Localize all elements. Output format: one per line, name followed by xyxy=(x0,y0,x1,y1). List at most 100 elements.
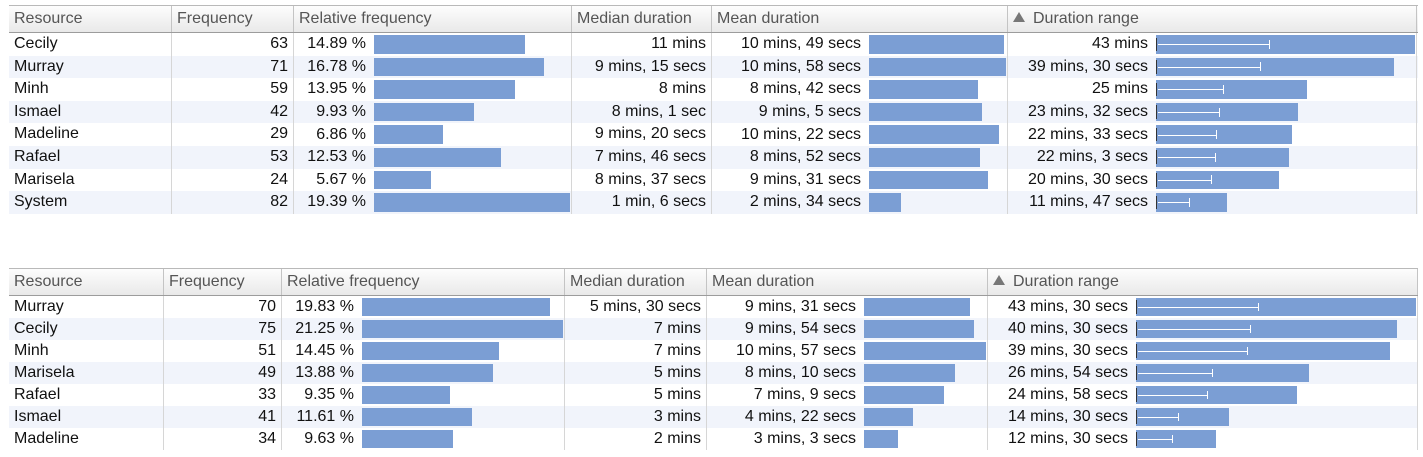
column-header-mean-duration[interactable]: Mean duration xyxy=(712,6,1008,32)
cell-frequency: 49 xyxy=(164,362,282,384)
table-row[interactable]: System 82 19.39 % 1 min, 6 secs 2 mins, 34 s… xyxy=(9,191,1418,214)
table-row[interactable]: Cecily 75 21.25 % 7 mins 9 mins, 54 secs 40 m… xyxy=(9,318,1418,340)
column-header-median-duration[interactable]: Median duration xyxy=(565,269,707,295)
column-header-relative-frequency[interactable]: Relative frequency xyxy=(282,269,565,295)
cell-relative-frequency: 9.93 % xyxy=(294,100,572,124)
cell-duration-range-value: 22 mins, 3 secs xyxy=(1036,148,1148,166)
cell-mean-duration-bar xyxy=(869,193,901,212)
table-row[interactable]: Madeline 34 9.63 % 2 mins 3 mins, 3 secs 12 m… xyxy=(9,428,1418,450)
table-row[interactable]: Marisela 49 13.88 % 5 mins 8 mins, 10 secs 26… xyxy=(9,362,1418,384)
range-whisker-cap xyxy=(1223,84,1224,94)
cell-duration-range-value: 39 mins, 30 secs xyxy=(1007,342,1128,359)
column-header-frequency[interactable]: Frequency xyxy=(172,6,294,32)
cell-relative-frequency: 9.63 % xyxy=(282,428,565,450)
cell-relative-frequency: 19.39 % xyxy=(294,191,572,214)
cell-relative-frequency-bar-area xyxy=(374,56,571,79)
column-header-duration-range[interactable]: Duration range xyxy=(988,269,1418,295)
cell-relative-frequency-value: 14.89 % xyxy=(307,35,366,53)
cell-duration-range-bar-area xyxy=(1136,362,1417,384)
table-row[interactable]: Ismael 42 9.93 % 8 mins, 1 sec 9 mins, 5 sec… xyxy=(9,100,1418,124)
cell-mean-duration-bar-area xyxy=(864,384,987,406)
table-row[interactable]: Madeline 29 6.86 % 9 mins, 20 secs 10 mins, … xyxy=(9,123,1418,146)
duration-range-header-label: Duration range xyxy=(1013,273,1119,290)
cell-duration-range: 23 mins, 32 secs xyxy=(1008,100,1417,124)
cell-mean-duration-bar xyxy=(869,102,982,122)
column-header-relative-frequency[interactable]: Relative frequency xyxy=(294,6,572,32)
cell-relative-frequency-bar xyxy=(374,102,474,122)
table-row[interactable]: Murray 71 16.78 % 9 mins, 15 secs 10 mins, 5… xyxy=(9,55,1418,79)
cell-resource: Rafael xyxy=(9,384,164,406)
table-row[interactable]: Rafael 33 9.35 % 5 mins 7 mins, 9 secs 24 min… xyxy=(9,384,1418,406)
cell-median-duration: 7 mins xyxy=(565,318,707,340)
range-start-marker xyxy=(1136,410,1137,424)
cell-mean-duration-value: 4 mins, 22 secs xyxy=(744,408,856,425)
cell-mean-duration-bar xyxy=(869,35,1004,54)
cell-duration-range: 43 mins xyxy=(1008,33,1417,56)
cell-relative-frequency-value: 9.35 % xyxy=(304,386,354,403)
cell-duration-range-value: 23 mins, 32 secs xyxy=(1027,103,1148,121)
cell-duration-range-bar xyxy=(1136,342,1390,360)
column-header-mean-duration[interactable]: Mean duration xyxy=(707,269,988,295)
cell-mean-duration-bar-area xyxy=(864,428,987,450)
cell-mean-duration-bar-area xyxy=(869,191,1007,214)
cell-resource: Rafael xyxy=(9,145,172,169)
cell-duration-range-bar-area xyxy=(1156,78,1416,101)
cell-relative-frequency-value: 13.88 % xyxy=(295,364,354,381)
cell-duration-range-bar-area xyxy=(1156,33,1416,56)
column-header-median-duration[interactable]: Median duration xyxy=(572,6,712,32)
range-whisker xyxy=(1158,66,1260,68)
cell-relative-frequency-value: 12.53 % xyxy=(307,148,366,166)
table-row[interactable]: Minh 59 13.95 % 8 mins 8 mins, 42 secs 25 min… xyxy=(9,78,1418,101)
column-header-frequency[interactable]: Frequency xyxy=(164,269,282,295)
range-whisker-cap xyxy=(1247,346,1248,356)
cell-relative-frequency-bar-area xyxy=(374,146,571,169)
cell-median-duration: 8 mins xyxy=(572,78,712,101)
table-row[interactable]: Murray 70 19.83 % 5 mins, 30 secs 9 mins, 31… xyxy=(9,296,1418,318)
table-row[interactable]: Ismael 41 11.61 % 3 mins 4 mins, 22 secs 14 m… xyxy=(9,406,1418,428)
cell-duration-range-value: 14 mins, 30 secs xyxy=(1007,408,1128,425)
cell-relative-frequency-value: 19.83 % xyxy=(295,298,354,315)
cell-relative-frequency-value: 21.25 % xyxy=(295,320,354,337)
range-whisker xyxy=(1158,134,1216,136)
column-header-duration-range[interactable]: Duration range xyxy=(1008,6,1417,32)
cell-relative-frequency-bar xyxy=(362,408,472,426)
cell-resource: Minh xyxy=(9,340,164,362)
range-start-marker xyxy=(1136,432,1137,446)
cell-median-duration: 5 mins, 30 secs xyxy=(565,296,707,318)
cell-mean-duration-value: 10 mins, 58 secs xyxy=(740,57,861,75)
range-start-marker xyxy=(1136,300,1137,314)
cell-relative-frequency: 9.35 % xyxy=(282,384,565,406)
cell-mean-duration-bar xyxy=(864,320,974,338)
cell-resource: Murray xyxy=(9,296,164,318)
table-row[interactable]: Cecily 63 14.89 % 11 mins 10 mins, 49 secs 43… xyxy=(9,33,1418,56)
cell-mean-duration-bar-area xyxy=(864,340,987,362)
cell-duration-range-value: 43 mins, 30 secs xyxy=(1007,298,1128,315)
range-whisker-cap xyxy=(1215,152,1216,162)
table-row[interactable]: Rafael 53 12.53 % 7 mins, 46 secs 8 mins, 52… xyxy=(9,145,1418,169)
cell-mean-duration: 2 mins, 34 secs xyxy=(712,191,1008,214)
range-whisker-cap xyxy=(1219,107,1220,117)
cell-relative-frequency-bar-area xyxy=(374,169,571,192)
cell-duration-range-bar xyxy=(1156,170,1279,190)
cell-resource: Murray xyxy=(9,55,172,79)
cell-duration-range-value: 25 mins xyxy=(1091,80,1148,98)
range-whisker xyxy=(1138,439,1172,440)
range-whisker xyxy=(1138,307,1258,308)
cell-median-duration: 3 mins xyxy=(565,406,707,428)
cell-mean-duration: 9 mins, 31 secs xyxy=(712,168,1008,192)
cell-duration-range-bar xyxy=(1136,364,1309,382)
column-header-resource[interactable]: Resource xyxy=(9,6,172,32)
table-row[interactable]: Marisela 24 5.67 % 8 mins, 37 secs 9 mins, 3… xyxy=(9,168,1418,192)
cell-duration-range-bar xyxy=(1156,102,1298,122)
cell-mean-duration-value: 3 mins, 3 secs xyxy=(753,430,856,447)
cell-mean-duration: 8 mins, 42 secs xyxy=(712,78,1008,101)
cell-mean-duration-value: 10 mins, 57 secs xyxy=(735,342,856,359)
column-header-resource[interactable]: Resource xyxy=(9,269,164,295)
cell-frequency: 41 xyxy=(164,406,282,428)
cell-relative-frequency-bar xyxy=(374,57,544,77)
table-row[interactable]: Minh 51 14.45 % 7 mins 10 mins, 57 secs 39 mi… xyxy=(9,340,1418,362)
cell-duration-range-value: 26 mins, 54 secs xyxy=(1007,364,1128,381)
cell-duration-range-bar-area xyxy=(1156,169,1416,192)
cell-relative-frequency-value: 19.39 % xyxy=(307,193,366,211)
cell-median-duration: 1 min, 6 secs xyxy=(572,191,712,214)
